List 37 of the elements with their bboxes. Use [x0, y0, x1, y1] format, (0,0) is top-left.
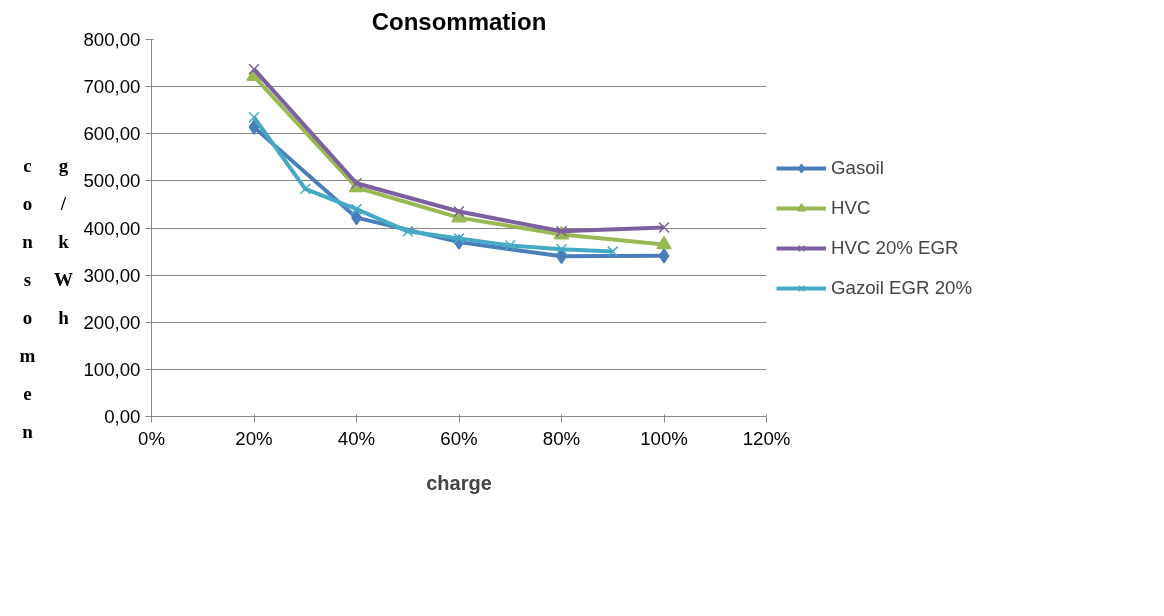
- point: [555, 243, 568, 255]
- x-axis-title: charge: [426, 471, 492, 494]
- legend-label: HVC: [831, 196, 871, 219]
- point: [299, 183, 311, 195]
- point: [656, 235, 672, 250]
- x-tick-label: 120%: [742, 427, 791, 449]
- y-tick-label: 0,00: [104, 406, 141, 427]
- point: [248, 119, 260, 135]
- legend-label: HVC 20% EGR: [831, 236, 959, 259]
- y-tick-label: 400,00: [83, 217, 141, 239]
- x-tick-label: 100%: [640, 427, 688, 449]
- x-tick-label: 60%: [440, 427, 478, 449]
- point: [453, 232, 465, 245]
- point: [504, 239, 516, 252]
- y-tick-label: 200,00: [83, 311, 141, 333]
- x-tick-label: 40%: [337, 427, 376, 449]
- legend-label: Gasoil: [831, 156, 884, 179]
- point: [350, 203, 363, 215]
- point: [248, 111, 260, 123]
- point: [248, 63, 260, 75]
- point: [658, 221, 670, 234]
- x-tick-label: 20%: [235, 427, 273, 449]
- y-tick-label: 800,00: [83, 29, 141, 50]
- y-tick-label: 300,00: [83, 264, 141, 286]
- point: [402, 225, 414, 237]
- y-tick-label: 500,00: [83, 170, 141, 192]
- point: [607, 245, 619, 258]
- x-tick-label: 0%: [138, 427, 165, 449]
- y-tick-label: 700,00: [83, 76, 141, 98]
- y-tick-label: 100,00: [83, 358, 141, 380]
- y-tick-label: 600,00: [83, 123, 141, 145]
- point: [453, 205, 465, 218]
- chart-title: Consommation: [371, 7, 547, 35]
- legend-label: Gazoil EGR 20%: [831, 276, 973, 299]
- x-tick-label: 80%: [542, 427, 581, 449]
- point: [658, 248, 670, 264]
- y-axis-title: consomen g/kWh: [16, 155, 75, 459]
